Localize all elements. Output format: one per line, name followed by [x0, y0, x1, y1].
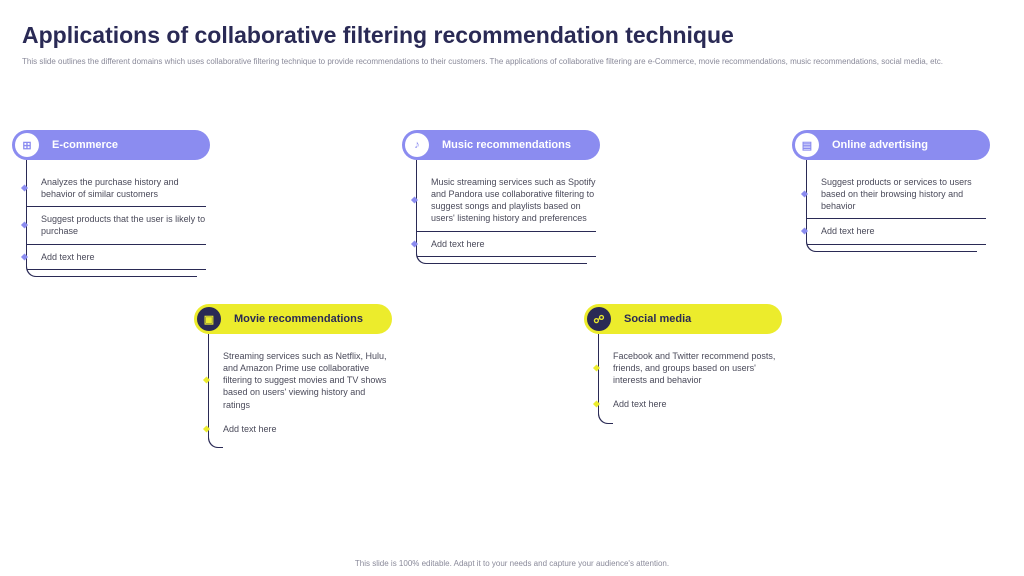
card-social: ☍ Social media Facebook and Twitter reco… — [584, 304, 782, 423]
cart-icon: ⊞ — [15, 133, 39, 157]
pill-label: Music recommendations — [442, 139, 571, 151]
footer-note: This slide is 100% editable. Adapt it to… — [0, 559, 1024, 568]
pill-label: Online advertising — [832, 139, 928, 151]
movie-icon: ▣ — [197, 307, 221, 331]
pill-advertising: ▤ Online advertising — [792, 130, 990, 160]
pill-label: E-commerce — [52, 139, 118, 151]
share-icon: ☍ — [587, 307, 611, 331]
bullet: Add text here — [417, 232, 596, 257]
ad-icon: ▤ — [795, 133, 819, 157]
bullet: Analyzes the purchase history and behavi… — [27, 170, 206, 207]
bullet: Suggest products that the user is likely… — [27, 207, 206, 244]
card-advertising: ▤ Online advertising Suggest products or… — [792, 130, 990, 251]
connector: Suggest products or services to users ba… — [806, 160, 990, 251]
bullet: Streaming services such as Netflix, Hulu… — [209, 344, 388, 417]
bullet: Suggest products or services to users ba… — [807, 170, 986, 219]
pill-music: ♪ Music recommendations — [402, 130, 600, 160]
music-icon: ♪ — [405, 133, 429, 157]
connector: Facebook and Twitter recommend posts, fr… — [598, 334, 782, 423]
pill-label: Social media — [624, 313, 691, 325]
bullet: Add text here — [599, 392, 778, 416]
card-ecommerce: ⊞ E-commerce Analyzes the purchase histo… — [12, 130, 210, 276]
bullet: Add text here — [27, 245, 206, 270]
connector: Music streaming services such as Spotify… — [416, 160, 600, 263]
card-music: ♪ Music recommendations Music streaming … — [402, 130, 600, 263]
pill-label: Movie recommendations — [234, 313, 363, 325]
pill-movie: ▣ Movie recommendations — [194, 304, 392, 334]
connector: Analyzes the purchase history and behavi… — [26, 160, 210, 276]
bullet: Facebook and Twitter recommend posts, fr… — [599, 344, 778, 392]
pill-ecommerce: ⊞ E-commerce — [12, 130, 210, 160]
bullet: Add text here — [807, 219, 986, 244]
page-title: Applications of collaborative filtering … — [22, 22, 734, 49]
bullet: Add text here — [209, 417, 388, 441]
bullet: Music streaming services such as Spotify… — [417, 170, 596, 232]
card-movie: ▣ Movie recommendations Streaming servic… — [194, 304, 392, 447]
connector: Streaming services such as Netflix, Hulu… — [208, 334, 392, 447]
page-subtitle: This slide outlines the different domain… — [22, 56, 1002, 67]
pill-social: ☍ Social media — [584, 304, 782, 334]
